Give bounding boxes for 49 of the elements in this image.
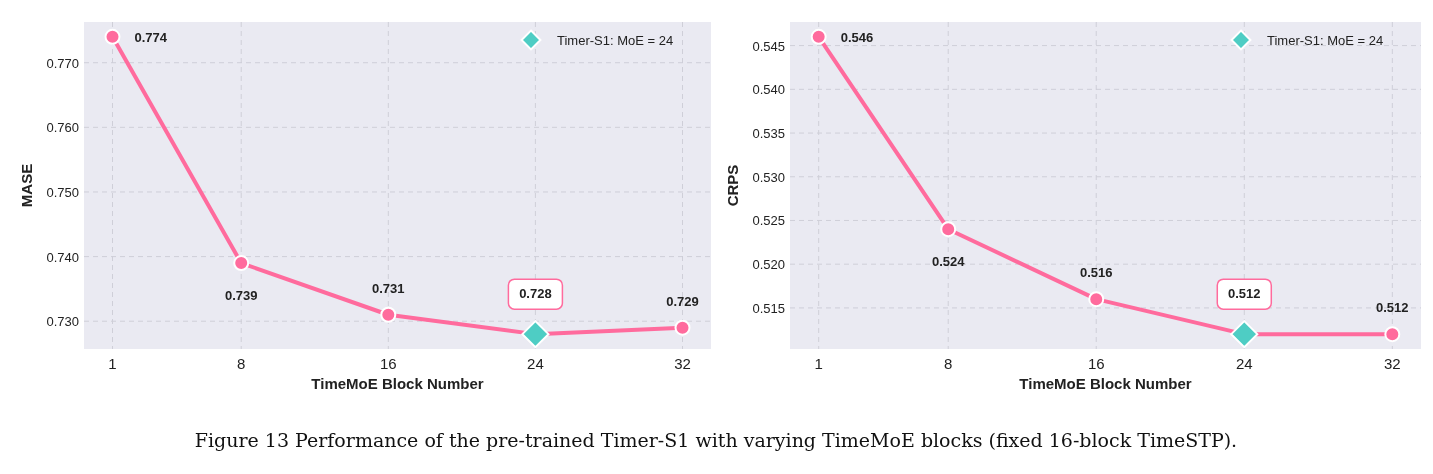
y-tick-label: 0.730 [46,314,79,330]
y-tick-label: 0.515 [752,300,785,316]
x-tick-label: 1 [814,355,823,372]
data-label: 0.731 [372,280,405,296]
point [810,28,827,45]
x-tick-label: 32 [674,355,691,372]
x-tick-label: 32 [1383,355,1401,372]
data-label: 0.516 [1079,265,1113,281]
data-label: 0.524 [931,254,966,270]
y-tick-label: 0.525 [752,213,785,229]
y-tick-label: 0.540 [752,82,785,98]
point [521,320,550,349]
x-tick-label: 8 [237,355,246,372]
point [674,319,691,336]
x-tick-label: 16 [1087,355,1105,372]
point [104,28,121,45]
x-tick-label: 16 [379,355,397,372]
data-label: 0.774 [134,29,168,45]
x-axis-title: TimeMoE Block Number [1019,375,1192,392]
y-tick-label: 0.535 [752,126,785,142]
y-axis-title: MASE [18,163,35,208]
point [1230,320,1259,349]
data-label: 0.512 [1376,300,1409,316]
data-label: 0.739 [224,288,258,304]
point [1088,291,1105,308]
y-axis-title: CRPS [724,164,741,207]
legend-label: Timer-S1: MoE = 24 [557,33,674,48]
x-tick-label: 24 [1235,355,1253,372]
point [940,221,957,238]
annotation: 0.728 [519,286,552,302]
y-tick-label: 0.770 [46,55,79,71]
x-tick-label: 24 [527,355,544,372]
y-tick-label: 0.520 [752,257,785,273]
y-tick-label: 0.750 [46,184,79,200]
point [233,255,250,272]
y-tick-label: 0.760 [46,120,79,136]
x-tick-label: 1 [108,355,117,372]
y-tick-label: 0.740 [46,249,79,265]
annotation: 0.512 [1228,286,1261,302]
legend-label: Timer-S1: MoE = 24 [1267,33,1384,48]
y-tick-label: 0.530 [752,169,785,185]
data-label: 0.729 [666,293,699,309]
x-axis-title: TimeMoE Block Number [311,375,484,392]
point [380,306,397,323]
x-tick-label: 8 [944,355,953,372]
data-label: 0.546 [840,29,874,45]
caption: Figure 13 Performance of the pre-trained Timer-S1 with varying TimeMoE blocks (fixed 16-block TimeSTP). [194,429,1238,451]
y-tick-label: 0.545 [752,38,785,54]
point [1384,326,1401,343]
